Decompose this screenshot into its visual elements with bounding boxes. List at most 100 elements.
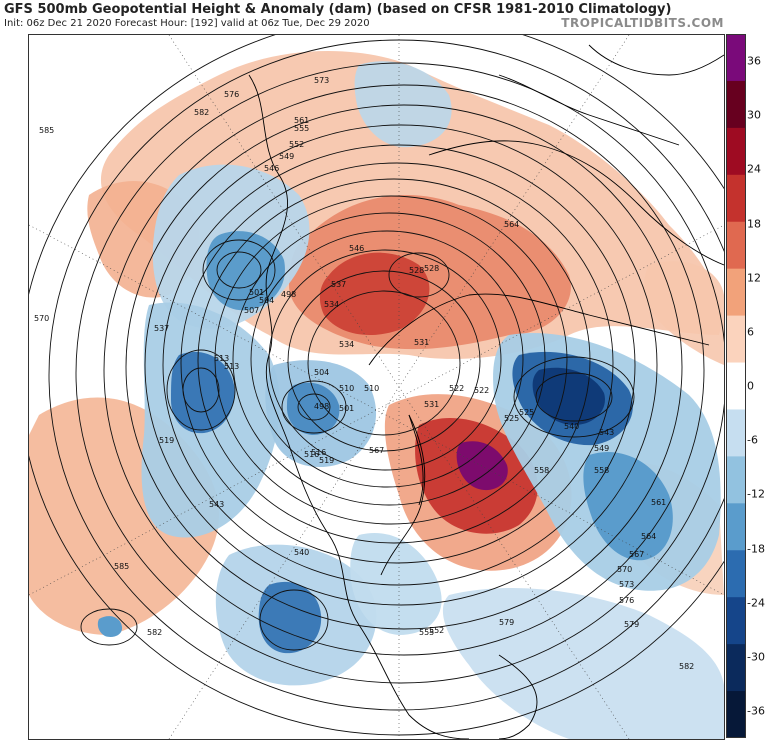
height-contour — [259, 589, 329, 651]
colorbar-swatch — [726, 503, 746, 551]
coastline — [428, 140, 724, 266]
contour-label: 558 — [594, 466, 609, 475]
contour-label: 567 — [369, 446, 384, 455]
contour-label: 555 — [294, 124, 309, 133]
coastline — [380, 414, 426, 576]
contour-label: 573 — [314, 76, 329, 85]
height-contour — [513, 356, 635, 438]
colorbar-swatch — [726, 409, 746, 457]
colorbar-svg — [726, 34, 746, 739]
contour-label: 546 — [264, 164, 279, 173]
height-contour — [297, 393, 331, 421]
contour-label: 576 — [619, 596, 634, 605]
colorbar-tick-label: 36 — [747, 54, 761, 68]
colorbar-swatch — [726, 691, 746, 739]
map-title: GFS 500mb Geopotential Height & Anomaly … — [4, 2, 672, 17]
contour-label: 564 — [641, 532, 656, 541]
contour-label: 510 — [339, 384, 354, 393]
contour-label: 546 — [349, 244, 364, 253]
height-contour — [80, 608, 138, 646]
contour-label: 534 — [324, 300, 339, 309]
anomaly-negative-region — [350, 533, 442, 635]
coastlines — [248, 44, 724, 739]
contour-label: 519 — [319, 456, 334, 465]
colorbar-swatch — [726, 34, 746, 82]
contour-label: 516 — [311, 448, 326, 457]
contour-label: 525 — [519, 408, 534, 417]
contour-label: 573 — [619, 580, 634, 589]
contour-label: 558 — [534, 466, 549, 475]
contour-label: 513 — [224, 362, 239, 371]
contour-labels: 585 582 579 576 573 570 567 564 561 558 … — [34, 76, 694, 671]
colorbar-tick-label: 6 — [747, 325, 754, 339]
anomaly-negative-region — [532, 367, 605, 425]
height-contour — [144, 124, 658, 606]
contour-label: 516 — [304, 450, 319, 459]
contour-label: 570 — [34, 314, 49, 323]
contour-label: 552 — [289, 140, 304, 149]
anomaly-negative-region — [286, 382, 340, 435]
colorbar-tick-label: -12 — [747, 487, 765, 501]
colorbar-swatch — [726, 550, 746, 598]
contour-label: 585 — [114, 562, 129, 571]
height-contour — [202, 239, 276, 301]
height-contour — [281, 380, 347, 434]
contour-label: 549 — [594, 444, 609, 453]
contour-label: 522 — [449, 384, 464, 393]
contour-label: 513 — [214, 354, 229, 363]
colorbar-swatch — [726, 597, 746, 645]
contour-label: 534 — [339, 340, 354, 349]
height-contour — [268, 249, 502, 471]
contour-label: 498 — [281, 290, 296, 299]
contour-label: 507 — [244, 306, 259, 315]
colorbar-swatch — [726, 127, 746, 176]
contour-label: 561 — [294, 116, 309, 125]
coastline — [408, 414, 424, 506]
contour-label: 531 — [414, 338, 429, 347]
contour-label: 576 — [224, 90, 239, 99]
anomaly-positive-region — [644, 261, 724, 365]
colorbar-swatch — [726, 80, 746, 129]
contour-label: 528 — [424, 264, 439, 273]
contour-label: 537 — [154, 324, 169, 333]
coastline — [588, 44, 724, 76]
anomaly-negative-region — [258, 581, 322, 654]
colorbar-tick-label: -30 — [747, 650, 765, 664]
height-contour — [182, 367, 220, 413]
coastline — [498, 654, 538, 739]
height-contour — [250, 230, 524, 488]
contour-label: 552 — [429, 626, 444, 635]
contour-label: 510 — [364, 384, 379, 393]
colorbar-tick-label: 12 — [747, 271, 761, 285]
contour-label: 522 — [474, 386, 489, 395]
graticule-line — [29, 224, 724, 596]
map-panel: 585 582 579 576 573 570 567 564 561 558 … — [28, 34, 725, 740]
contour-label: 519 — [159, 436, 174, 445]
contour-label: 579 — [499, 618, 514, 627]
contour-label: 543 — [209, 500, 224, 509]
graticule — [29, 35, 724, 739]
contour-label: 501 — [339, 404, 354, 413]
colorbar-swatch — [726, 268, 746, 317]
contour-label: 564 — [504, 220, 519, 229]
anomaly-negative-region — [442, 587, 724, 739]
colorbar-tick-label: 24 — [747, 162, 761, 176]
colorbar-tick-label: -36 — [747, 704, 765, 718]
colorbar-swatch — [726, 315, 746, 364]
brand-watermark: TROPICALTIDBITS.COM — [561, 16, 724, 30]
contour-label: 528 — [409, 266, 424, 275]
colorbar-swatch — [726, 644, 746, 692]
height-contour — [388, 252, 450, 298]
colorbar-tick-label: 30 — [747, 108, 761, 122]
height-contour — [287, 270, 481, 452]
coastline — [498, 74, 680, 146]
graticule-line — [29, 224, 724, 596]
contour-label: 540 — [294, 548, 309, 557]
contour-label: 561 — [651, 498, 666, 507]
height-contour — [197, 178, 591, 544]
colorbar-tick-label: -24 — [747, 596, 765, 610]
anomaly-negative-region — [171, 351, 235, 434]
contour-label: 585 — [39, 126, 54, 135]
coastline — [368, 293, 710, 366]
height-contour — [75, 62, 724, 684]
